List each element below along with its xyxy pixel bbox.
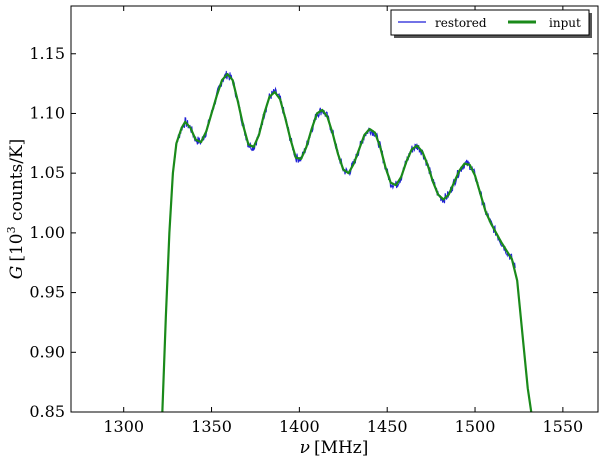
legend-label-restored: restored	[435, 16, 487, 30]
y-tick-label: 0.90	[29, 342, 65, 361]
plot-area	[71, 6, 598, 412]
y-axis-label: G[103 counts/K]	[5, 139, 27, 280]
x-tick-label: 1550	[543, 417, 584, 436]
y-tick-label: 1.00	[29, 223, 65, 242]
y-tick-label: 1.15	[29, 44, 65, 63]
y-tick-label: 1.05	[29, 163, 65, 182]
plot-frame	[70, 5, 599, 413]
x-tick-label: 1450	[367, 417, 408, 436]
series-line-input	[161, 72, 533, 412]
x-axis-label: ν [MHz]	[300, 438, 369, 458]
legend: restored input	[390, 9, 592, 38]
x-tick-label: 1350	[191, 417, 232, 436]
y-tick-label: 0.95	[29, 283, 65, 302]
x-tick-label: 1300	[103, 417, 144, 436]
x-tick-label: 1500	[455, 417, 496, 436]
x-tick-label: 1400	[279, 417, 320, 436]
y-tick-label: 0.85	[29, 402, 65, 421]
legend-label-input: input	[549, 16, 581, 30]
series-layer	[161, 70, 533, 412]
y-tick-label: 1.10	[29, 103, 65, 122]
